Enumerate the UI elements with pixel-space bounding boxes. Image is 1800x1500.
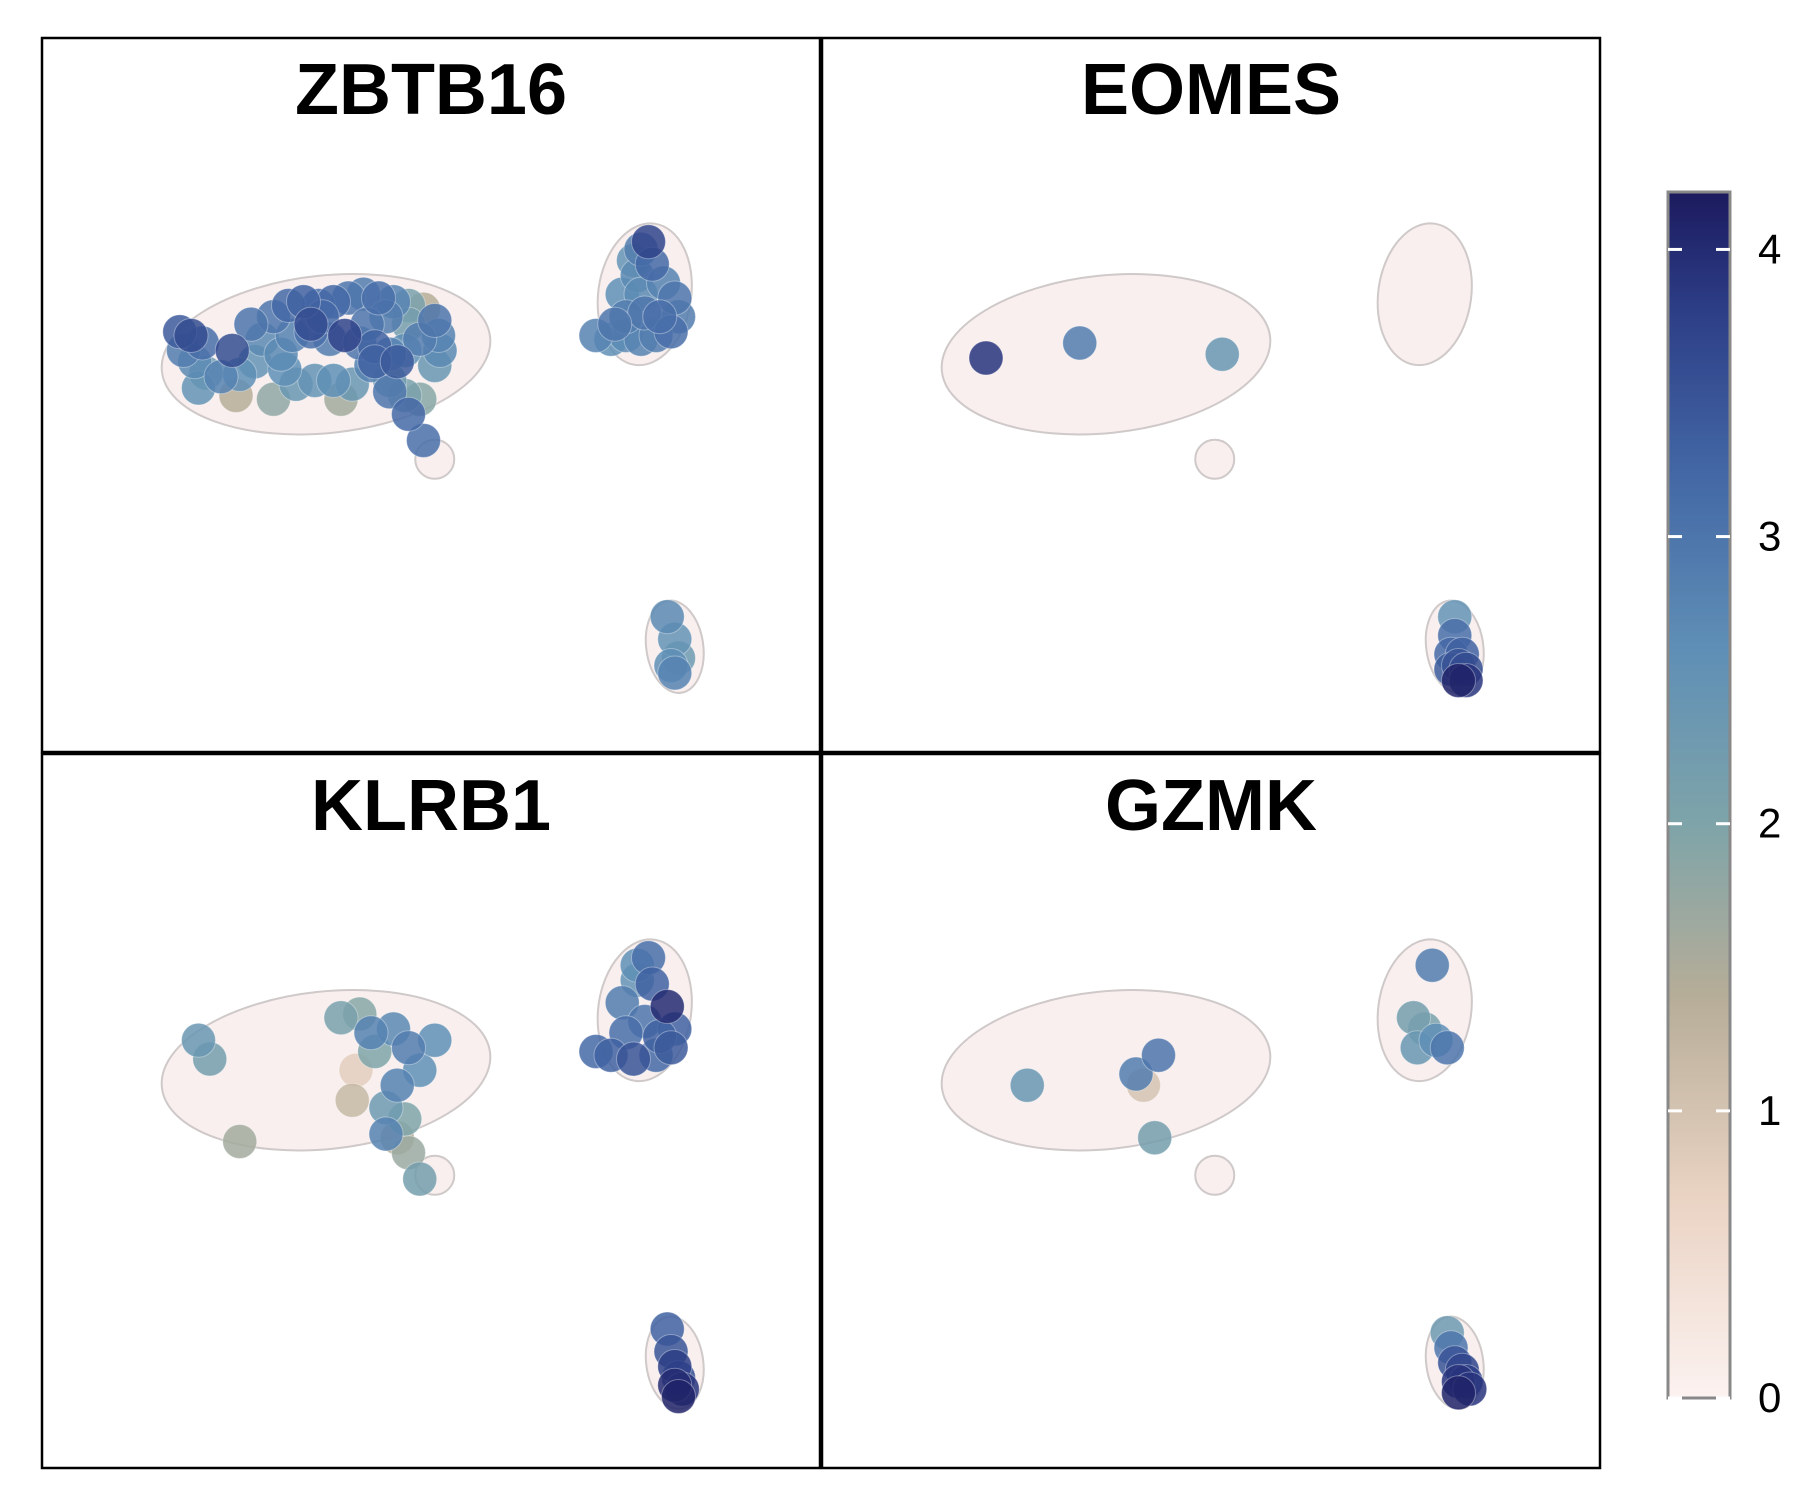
panel-title: KLRB1 [311,766,551,846]
cell-point [379,1067,415,1103]
colorbar-tick-label: 3 [1758,513,1781,560]
panel-title: GZMK [1105,766,1317,846]
cell-point [1137,1120,1173,1156]
panel-klrb1: KLRB1 [40,752,822,1470]
cell-point [1009,1067,1045,1103]
background-cluster [1194,1154,1236,1196]
cell-point [616,1041,651,1077]
cell-point [1441,663,1476,698]
background-cluster [1376,222,1473,367]
colorbar-tick-label: 2 [1758,800,1781,847]
cell-point [657,655,693,691]
background-cluster [1194,438,1236,480]
colorbar-tick-label: 0 [1758,1374,1781,1421]
cell-point [1141,1037,1176,1073]
cell-point [323,1000,359,1036]
cell-point [402,1161,438,1197]
cell-point [173,318,209,353]
cell-point [361,280,396,316]
cell-point [597,306,633,342]
cell-layer [160,938,705,1414]
cell-point [1118,1056,1154,1092]
cell-point [649,599,685,635]
cell-layer [160,222,705,694]
panel-eomes: EOMES [820,36,1602,754]
cell-point [214,333,250,368]
cell-point [391,1030,426,1066]
cell-point [661,1379,696,1414]
cell-point [968,340,1004,376]
panel-title: EOMES [1081,50,1341,130]
cell-point [334,1082,370,1118]
cell-point [1429,1030,1465,1066]
panel-border [40,36,822,754]
cell-point [631,224,666,260]
colorbar-ticks: 0 1 2 3 4 [1668,225,1781,1421]
panel-border [820,752,1602,1470]
panel-border [820,36,1602,754]
cell-point [406,423,441,458]
cell-point [233,306,269,342]
cell-layer [940,222,1485,698]
cell-point [1441,1375,1476,1411]
panel-gzmk: GZMK [820,752,1602,1470]
cell-point [649,989,685,1024]
panel-zbtb16: ZBTB16 [40,36,822,754]
cell-point [417,303,453,338]
cell-point [181,1022,216,1058]
cell-point [642,299,678,335]
cell-point [316,363,351,398]
cell-point [379,344,415,380]
cell-point [327,318,363,353]
cell-point [1414,947,1450,983]
cell-point [222,1124,258,1159]
cell-point [368,1116,404,1152]
colorbar-tick-label: 4 [1758,225,1781,272]
cell-point [293,306,329,342]
cell-point [653,1030,689,1066]
background-cluster [940,273,1272,436]
cell-layer [940,938,1488,1411]
colorbar-tick-label: 1 [1758,1087,1781,1134]
panel-title: ZBTB16 [295,50,567,130]
cell-point [391,396,426,432]
colorbar-gradient [1666,190,1732,1400]
cell-point [1204,336,1240,372]
cell-point [353,1015,389,1051]
panel-border [40,752,822,1470]
color-legend: 0 1 2 3 4 [1666,190,1781,1421]
background-cluster [940,989,1272,1152]
cell-point [1062,325,1098,361]
